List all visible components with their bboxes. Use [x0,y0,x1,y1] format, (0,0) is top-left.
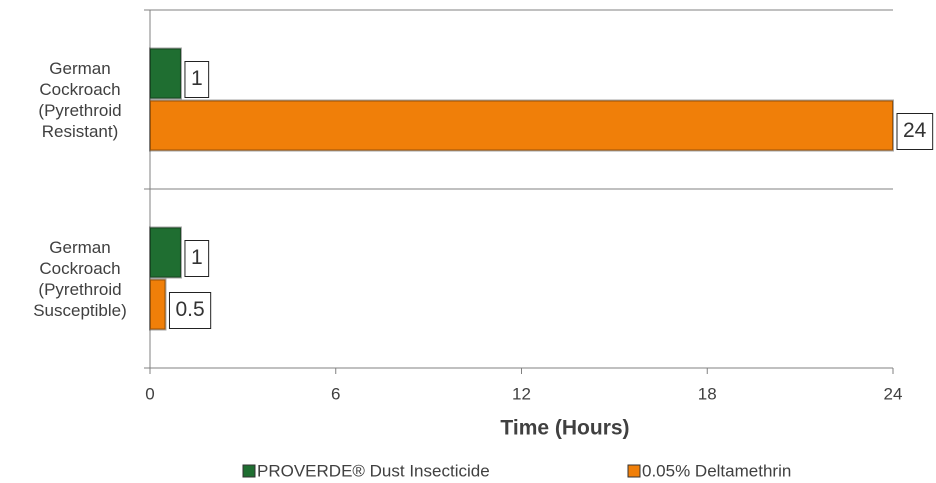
value-label: 24 [903,119,927,142]
value-label-box [184,240,210,277]
value-label: 1 [191,67,203,90]
value-label-box [896,113,934,150]
value-label: 0.5 [175,298,204,321]
legend-label: PROVERDE® Dust Insecticide [257,461,490,480]
value-label: 1 [191,246,203,269]
legend-swatch [242,464,256,478]
value-label-box [168,292,212,329]
bar [149,47,182,100]
value-label-box [184,61,210,98]
y-tick-label: German Cockroach (Pyrethroid Susceptible… [33,237,127,320]
legend-swatch [627,464,641,478]
legend-label: 0.05% Deltamethrin [642,461,791,480]
x-axis-title: Time (Hours) [500,417,629,440]
x-tick-label: 0 [145,384,154,403]
y-tick-label: German Cockroach (Pyrethroid Resistant) [38,58,122,141]
x-tick-label: 12 [512,384,531,403]
x-tick-label: 18 [698,384,717,403]
bar [149,99,894,152]
x-tick-label: 24 [884,384,903,403]
bar [149,278,167,331]
x-tick-label: 6 [331,384,340,403]
bar [149,226,182,279]
